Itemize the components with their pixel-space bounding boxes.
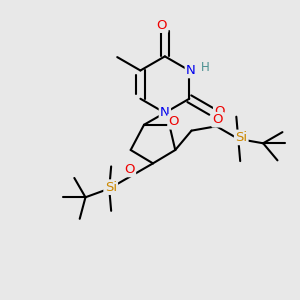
Text: O: O: [157, 19, 167, 32]
Text: O: O: [124, 163, 135, 176]
Text: O: O: [213, 113, 223, 126]
Text: O: O: [169, 115, 179, 128]
Text: N: N: [186, 64, 196, 77]
Text: Si: Si: [235, 131, 247, 144]
Text: H: H: [201, 61, 210, 74]
Text: O: O: [214, 105, 225, 118]
Text: N: N: [160, 106, 170, 119]
Text: Si: Si: [105, 181, 117, 194]
